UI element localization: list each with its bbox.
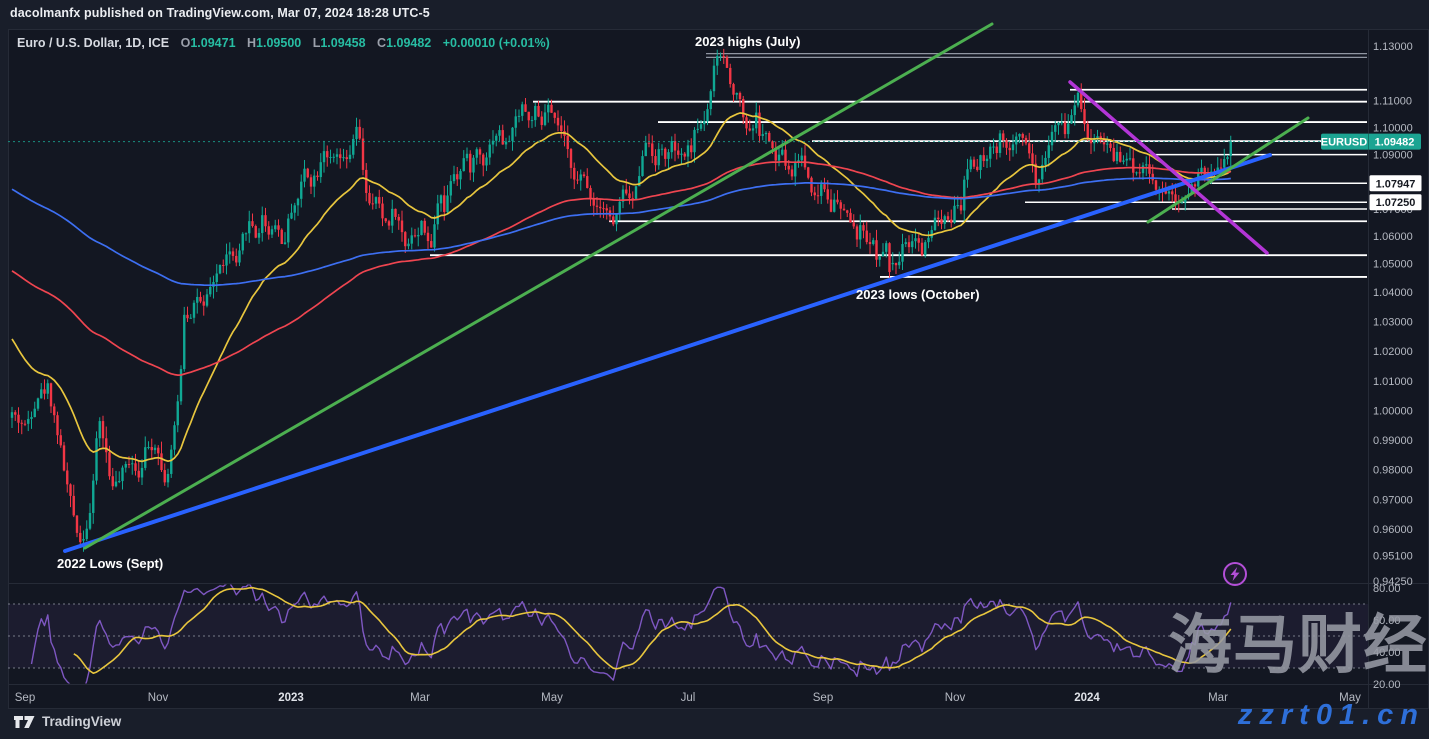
main-price-pane[interactable]: [8, 22, 1367, 553]
price-tick-label: 0.94250: [1373, 576, 1413, 588]
price-tick-label: 1.13000: [1373, 41, 1413, 53]
time-axis[interactable]: Sep Nov 2023 Mar May Jul Sep Nov 2024 Mar May: [15, 692, 1361, 704]
publish-bar: dacolmanfx published on TradingView.com,…: [10, 6, 430, 20]
ohlc-low: L1.09458: [312, 36, 366, 50]
time-tick-label: Jul: [681, 692, 696, 704]
price-tick-label: 0.95100: [1373, 551, 1413, 563]
price-tick-label: 1.09000: [1373, 150, 1413, 162]
rsi-pane[interactable]: [8, 583, 1368, 694]
change-value: +0.00010 (+0.01%): [442, 36, 550, 50]
time-tick-label: Sep: [15, 692, 35, 704]
ma-mid-red[interactable]: [11, 160, 1231, 376]
level-price-badge: 1.07947: [1369, 175, 1422, 192]
symbol-title: Euro / U.S. Dollar, 1D, ICE: [17, 36, 170, 50]
time-tick-label: Nov: [148, 692, 169, 704]
rsi-scale-label: 40.00: [1373, 647, 1401, 659]
rsi-scale-label: 80.00: [1373, 583, 1401, 595]
price-axis[interactable]: 1.130001.110001.100001.090001.070001.060…: [1321, 41, 1422, 691]
flash-idea-button[interactable]: [1223, 562, 1247, 586]
tradingview-logo-icon: [14, 715, 35, 728]
time-tick-label: Sep: [813, 692, 833, 704]
svg-text:1.09482: 1.09482: [1375, 137, 1415, 149]
trendline-long-term-uptrend-blue[interactable]: [63, 153, 1272, 553]
price-tick-label: 1.06000: [1373, 231, 1413, 243]
ohlc-close: C1.09482: [377, 36, 432, 50]
price-tick-label: 1.05000: [1373, 258, 1413, 270]
eurusd-price-badge: EURUSD 1.09482: [1321, 133, 1421, 150]
trendline-steep-uptrend-green[interactable]: [83, 22, 994, 550]
symbol-legend[interactable]: Euro / U.S. Dollar, 1D, ICE O1.09471 H1.…: [17, 36, 550, 50]
price-tick-label: 1.01000: [1373, 376, 1413, 388]
rsi-ma-line: [73, 586, 1232, 675]
annotation-2022-lows: 2022 Lows (Sept): [57, 556, 164, 571]
annotation-2023-highs: 2023 highs (July): [695, 34, 801, 49]
time-tick-label: Mar: [1208, 692, 1228, 704]
ohlc-high: H1.09500: [247, 36, 302, 50]
price-tick-label: 0.96000: [1373, 524, 1413, 536]
tradingview-attribution[interactable]: TradingView: [14, 714, 121, 729]
time-tick-label: May: [1339, 692, 1361, 704]
chart-widget-background: [8, 29, 1429, 709]
trendline-downtrend-purple[interactable]: [1068, 80, 1269, 255]
time-tick-label: Mar: [410, 692, 430, 704]
candles-series: [10, 48, 1232, 552]
ohlc-open: O1.09471: [180, 36, 236, 50]
trendline-parallel-uptrend-green-right[interactable]: [1146, 116, 1310, 224]
svg-text:EURUSD: EURUSD: [1321, 137, 1368, 149]
level-price-badge: 1.07250: [1369, 194, 1422, 211]
ma-fast-yellow[interactable]: [11, 112, 1232, 463]
time-tick-label: 2023: [278, 692, 304, 704]
price-tick-label: 1.02000: [1373, 346, 1413, 358]
svg-text:1.07250: 1.07250: [1376, 197, 1416, 209]
rsi-line: [30, 584, 1232, 684]
watermark-url: zzrt01.cn: [1237, 699, 1425, 731]
price-tick-label: 1.03000: [1373, 316, 1413, 328]
rsi-scale-label: 60.00: [1373, 615, 1401, 627]
time-tick-label: May: [541, 692, 563, 704]
price-tick-label: 1.11000: [1373, 95, 1412, 107]
rsi-scale-label: 20.00: [1373, 679, 1401, 691]
time-tick-label: Nov: [945, 692, 966, 704]
ma-slow-blue[interactable]: [11, 177, 1231, 287]
svg-text:1.07947: 1.07947: [1376, 178, 1416, 190]
price-tick-label: 1.10000: [1373, 123, 1413, 135]
watermark-chinese: 海马财经: [1168, 609, 1428, 681]
price-tick-label: 0.99000: [1373, 435, 1413, 447]
lightning-icon: [1230, 567, 1240, 581]
tradingview-attribution-label: TradingView: [42, 714, 122, 729]
price-tick-label: 1.04000: [1373, 287, 1413, 299]
annotation-2023-lows: 2023 lows (October): [856, 287, 980, 302]
price-tick-label: 0.97000: [1373, 494, 1413, 506]
time-tick-label: 2024: [1074, 692, 1100, 704]
price-tick-label: 1.00000: [1373, 405, 1413, 417]
price-tick-label: 0.98000: [1373, 465, 1413, 477]
